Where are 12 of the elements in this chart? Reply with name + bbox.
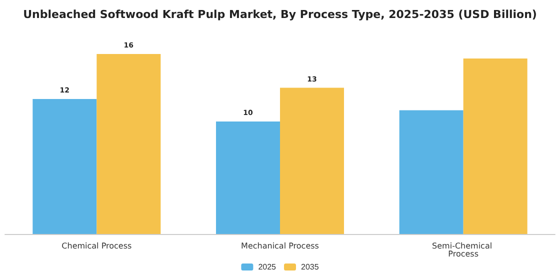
bar (280, 88, 344, 234)
bar (96, 54, 161, 234)
legend-label: 2035 (301, 262, 320, 272)
x-tick-label: Semi-Chemical Process (432, 242, 495, 258)
bar (216, 122, 280, 234)
bar (463, 58, 528, 234)
bar (399, 110, 464, 234)
x-tick-label: Mechanical Process (241, 242, 319, 250)
bar (32, 99, 97, 234)
x-tick-label: Chemical Process (62, 242, 132, 250)
chart-title: Unbleached Softwood Kraft Pulp Market, By Process Type, 2025-2035 (USD Billion) (23, 8, 537, 21)
legend-label: 2025 (258, 262, 277, 272)
